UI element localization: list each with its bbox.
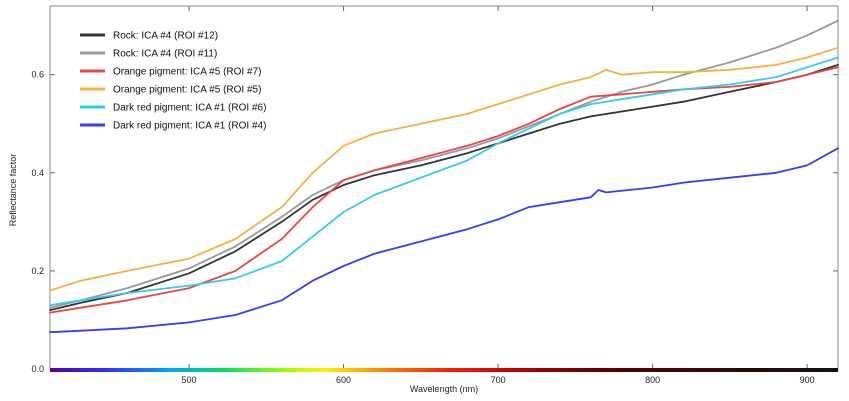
series-group <box>49 19 839 334</box>
y-tick-label: 0.2 <box>31 266 44 276</box>
y-tick-label: 0.4 <box>31 168 44 178</box>
x-axis-title: Wavelength (nm) <box>410 384 478 394</box>
series-line-1 <box>49 64 839 312</box>
x-tick-label: 800 <box>645 375 660 385</box>
x-tick-label: 700 <box>491 375 506 385</box>
series-line-2 <box>49 19 839 309</box>
legend-label-1: Rock: ICA #4 (ROI #12) <box>113 31 218 42</box>
y-tick-label: 0.0 <box>31 364 44 374</box>
x-tick-label: 600 <box>336 375 351 385</box>
plot-frame <box>49 5 839 370</box>
legend-label-4: Orange pigment: ICA #5 (ROI #5) <box>113 85 261 96</box>
legend-label-3: Orange pigment: ICA #5 (ROI #7) <box>113 67 261 78</box>
y-axis-title: Reflectance factor <box>8 154 18 227</box>
x-tick-label: 900 <box>800 375 815 385</box>
series-line-5 <box>49 56 839 307</box>
legend-label-2: Rock: ICA #4 (ROI #11) <box>113 49 217 60</box>
series-line-3 <box>49 66 839 314</box>
series-line-4 <box>49 46 839 292</box>
x-tick-label: 500 <box>182 375 197 385</box>
y-tick-label: 0.6 <box>31 70 44 80</box>
legend: Rock: ICA #4 (ROI #12) Rock: ICA #4 (ROI … <box>80 31 266 132</box>
legend-label-5: Dark red pigment: ICA #1 (ROI #6) <box>113 103 266 114</box>
legend-label-6: Dark red pigment: ICA #1 (ROI #4) <box>113 121 266 132</box>
axes: 500 600 700 800 900 0.0 0.2 0.4 0.6 <box>31 6 838 385</box>
series-line-6 <box>49 147 839 334</box>
spectrum-bar <box>50 368 838 372</box>
